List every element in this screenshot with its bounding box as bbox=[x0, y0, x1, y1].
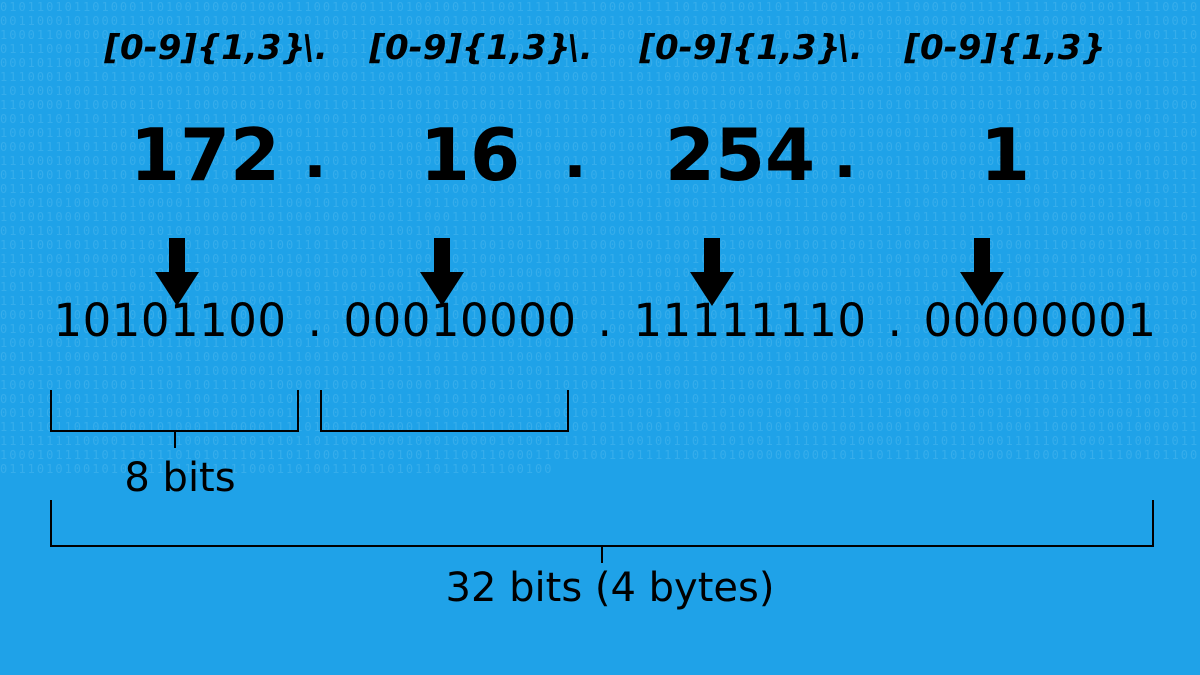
caption-32bits: 32 bits (4 bytes) bbox=[430, 565, 790, 611]
regex-sep-3: \. bbox=[830, 28, 870, 68]
binary-sep-1: . bbox=[305, 294, 325, 347]
binary-sep-3: . bbox=[885, 294, 905, 347]
regex-octet-2: [0-9]{1,3} bbox=[360, 28, 580, 68]
decimal-octet-2: 16 bbox=[360, 113, 580, 197]
decimal-sep-3: . bbox=[830, 119, 860, 192]
bracket-full bbox=[50, 500, 1154, 547]
caption-8bits: 8 bits bbox=[100, 455, 260, 501]
regex-octet-4: [0-9]{1,3} bbox=[895, 28, 1115, 68]
binary-sep-2: . bbox=[595, 294, 615, 347]
binary-octet-1: 10101100 bbox=[40, 294, 300, 347]
decimal-sep-2: . bbox=[560, 119, 590, 192]
regex-sep-1: \. bbox=[295, 28, 335, 68]
bracket-octet-2 bbox=[320, 390, 569, 432]
diagram: [0-9]{1,3} \. [0-9]{1,3} \. [0-9]{1,3} \… bbox=[0, 0, 1200, 675]
binary-octet-4: 00000001 bbox=[910, 294, 1170, 347]
binary-octet-3: 11111110 bbox=[620, 294, 880, 347]
regex-octet-3: [0-9]{1,3} bbox=[630, 28, 850, 68]
regex-octet-1: [0-9]{1,3} bbox=[95, 28, 315, 68]
regex-sep-2: \. bbox=[560, 28, 600, 68]
binary-octet-2: 00010000 bbox=[330, 294, 590, 347]
bracket-octet-1 bbox=[50, 390, 299, 432]
decimal-octet-1: 172 bbox=[95, 113, 315, 197]
decimal-octet-3: 254 bbox=[630, 113, 850, 197]
decimal-sep-1: . bbox=[300, 119, 330, 192]
decimal-octet-4: 1 bbox=[895, 113, 1115, 197]
